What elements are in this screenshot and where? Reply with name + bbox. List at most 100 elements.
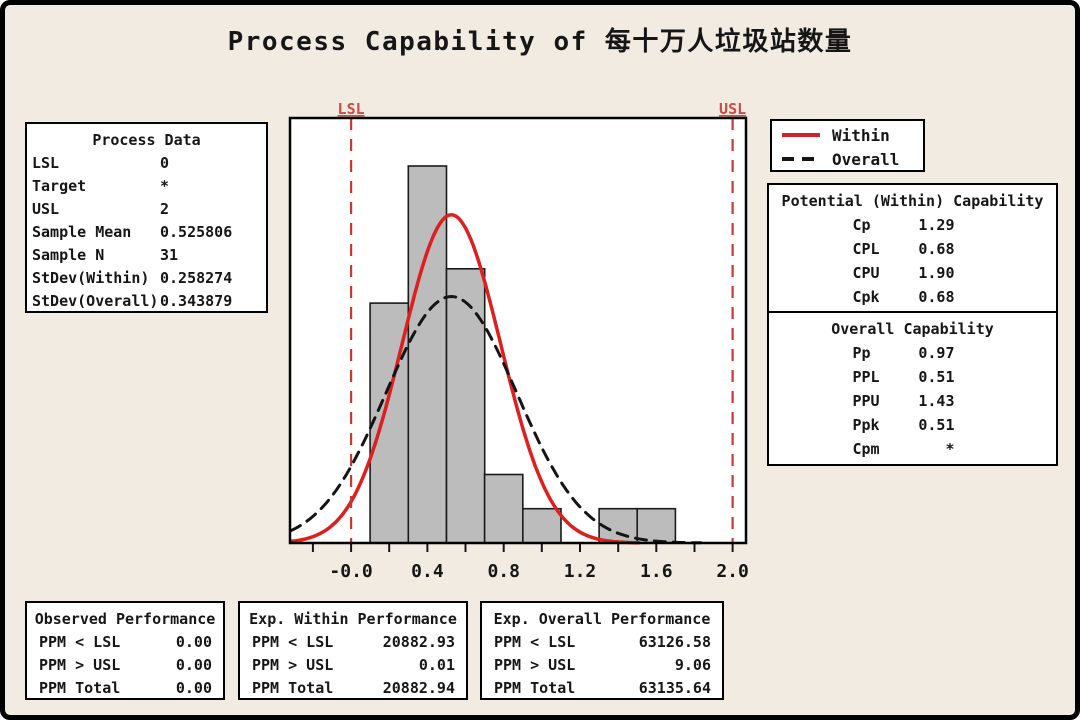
stat-label: Pp: [852, 344, 871, 362]
stat-label: PPM Total: [494, 679, 576, 697]
stat-value: 0: [160, 154, 170, 172]
stat-value: *: [945, 440, 955, 458]
stat-label: PPM < LSL: [494, 633, 576, 651]
performance-row: PPM Total 20882.94: [240, 677, 466, 700]
exp-overall-performance-title: Exp. Overall Performance: [493, 610, 711, 628]
stat-label: Cp: [852, 216, 871, 234]
stat-value: 0.01: [418, 656, 455, 674]
legend: Within Overall: [770, 119, 925, 172]
stat-value: 63135.64: [638, 679, 711, 697]
stat-value: 20882.93: [382, 633, 455, 651]
stat-label: PPM > USL: [39, 656, 121, 674]
performance-row: PPM Total 63135.64: [482, 677, 722, 700]
svg-text:0.4: 0.4: [411, 561, 444, 582]
capability-row: Ppk 0.51: [769, 413, 1056, 437]
legend-item-overall: Overall: [772, 147, 923, 171]
stat-value: 1.29: [918, 216, 955, 234]
stat-label: PPM < LSL: [252, 633, 334, 651]
capability-row: Cpk 0.68: [769, 285, 1056, 309]
overall-line-icon: [782, 157, 820, 161]
stat-value: 1.43: [918, 392, 955, 410]
stat-label: PPM > USL: [494, 656, 576, 674]
legend-label-within: Within: [832, 125, 890, 145]
stat-label: Ppk: [852, 416, 880, 434]
stat-value: 31: [160, 246, 179, 264]
stat-label: CPL: [852, 240, 880, 258]
stat-label: CPU: [852, 264, 880, 282]
stat-label: Sample Mean: [32, 223, 132, 241]
stat-label: PPU: [852, 392, 880, 410]
svg-text:LSL: LSL: [338, 100, 365, 118]
overall-capability-panel: Overall Capability Pp 0.97 PPL 0.51 PPU 1.4…: [767, 311, 1058, 466]
stat-value: 0.258274: [160, 269, 233, 287]
svg-text:USL: USL: [719, 100, 746, 118]
stat-label: PPL: [852, 368, 880, 386]
overall-capability-title: Overall Capability: [831, 320, 994, 338]
exp-overall-performance-panel: Exp. Overall Performance PPM < LSL 63126.…: [480, 601, 724, 700]
svg-text:0.8: 0.8: [487, 561, 520, 582]
stat-label: Target: [32, 177, 87, 195]
svg-text:-0.0: -0.0: [329, 561, 372, 582]
stat-value: 20882.94: [382, 679, 455, 697]
stat-value: *: [160, 177, 170, 195]
process-data-row: USL 2: [27, 198, 266, 221]
stat-label: USL: [32, 200, 60, 218]
within-capability-panel: Potential (Within) Capability Cp 1.29 CPL…: [767, 183, 1058, 313]
stat-label: PPM < LSL: [39, 633, 121, 651]
capability-row: PPU 1.43: [769, 389, 1056, 413]
capability-row: CPL 0.68: [769, 237, 1056, 261]
legend-label-overall: Overall: [832, 149, 900, 169]
exp-within-performance-title: Exp. Within Performance: [249, 610, 457, 628]
chart-title: Process Capability of 每十万人垃圾站数量: [227, 27, 853, 57]
stat-label: Sample N: [32, 246, 105, 264]
process-data-title: Process Data: [92, 131, 201, 149]
stat-value: 0.51: [918, 368, 955, 386]
performance-row: PPM > USL 0.01: [240, 654, 466, 677]
performance-row: PPM Total 0.00: [27, 677, 223, 700]
process-data-row: Target *: [27, 175, 266, 198]
capability-histogram-plot: LSL USL -0.0 0.4 0.8 1.2 1.6 2.0: [288, 100, 749, 582]
performance-row: PPM < LSL 20882.93: [240, 631, 466, 654]
stat-value: 0.525806: [160, 223, 233, 241]
stat-value: 0.68: [918, 288, 955, 306]
stat-value: 63126.58: [638, 633, 711, 651]
performance-row: PPM < LSL 0.00: [27, 631, 223, 654]
legend-item-within: Within: [772, 123, 923, 147]
stat-label: PPM > USL: [252, 656, 334, 674]
capability-row: PPL 0.51: [769, 365, 1056, 389]
stat-value: 1.90: [918, 264, 955, 282]
capability-row: Cpm *: [769, 437, 1056, 461]
stat-label: Cpk: [852, 288, 880, 306]
capability-row: Cp 1.29: [769, 213, 1056, 237]
exp-within-performance-panel: Exp. Within Performance PPM < LSL 20882.9…: [238, 601, 468, 700]
within-line-icon: [782, 133, 820, 137]
stat-value: 0.343879: [160, 292, 233, 310]
process-data-row: LSL 0: [27, 152, 266, 175]
stat-value: 0.51: [918, 416, 955, 434]
stat-value: 2: [160, 200, 170, 218]
stat-label: Cpm: [852, 440, 880, 458]
stat-value: 0.00: [175, 679, 212, 697]
svg-text:1.6: 1.6: [640, 561, 673, 582]
within-capability-title: Potential (Within) Capability: [781, 192, 1044, 210]
stat-value: 0.00: [175, 656, 212, 674]
performance-row: PPM < LSL 63126.58: [482, 631, 722, 654]
process-data-row: Sample N 31: [27, 244, 266, 267]
svg-text:1.2: 1.2: [564, 561, 597, 582]
observed-performance-panel: Observed Performance PPM < LSL 0.00 PPM >…: [25, 601, 225, 700]
svg-text:2.0: 2.0: [716, 561, 749, 582]
stat-value: 9.06: [674, 656, 711, 674]
stat-value: 0.68: [918, 240, 955, 258]
capability-row: Pp 0.97: [769, 341, 1056, 365]
process-data-panel: Process Data LSL 0 Target * USL 2 Sample Me…: [25, 122, 268, 313]
process-data-row: StDev(Within) 0.258274: [27, 267, 266, 290]
process-data-row: Sample Mean 0.525806: [27, 221, 266, 244]
stat-label: PPM Total: [39, 679, 121, 697]
capability-row: CPU 1.90: [769, 261, 1056, 285]
stat-value: 0.00: [175, 633, 212, 651]
stat-label: StDev(Overall): [32, 292, 159, 310]
stat-value: 0.97: [918, 344, 955, 362]
stat-label: LSL: [32, 154, 60, 172]
stat-label: PPM Total: [252, 679, 334, 697]
